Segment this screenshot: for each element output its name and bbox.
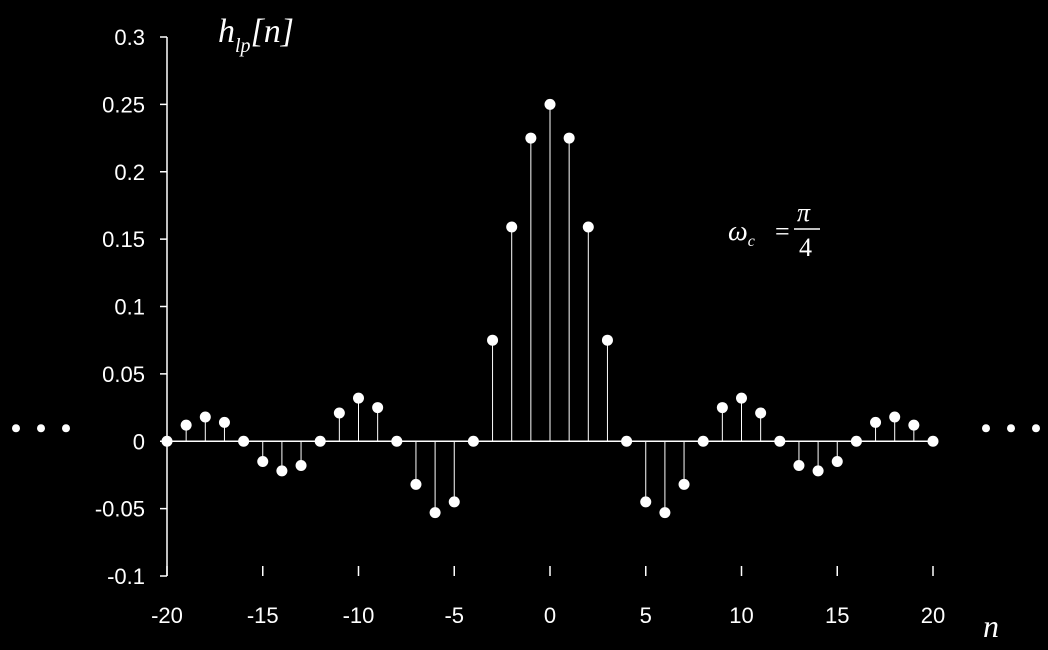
y-tick-label: 0.3 xyxy=(114,25,145,50)
x-tick-label: 0 xyxy=(544,603,556,628)
x-tick-label: 20 xyxy=(921,603,945,628)
stem-marker xyxy=(276,465,288,477)
stem-marker xyxy=(563,132,575,144)
x-tick-label: -15 xyxy=(247,603,279,628)
stem-marker xyxy=(391,435,403,447)
svg-text:=: = xyxy=(775,217,790,246)
stem-marker xyxy=(238,435,250,447)
x-tick-label: 5 xyxy=(640,603,652,628)
stem-marker xyxy=(889,411,901,423)
stem-marker xyxy=(353,392,364,404)
continuation-dot xyxy=(1032,424,1040,433)
stem-marker xyxy=(601,334,613,346)
stem-marker xyxy=(257,455,269,467)
continuation-dot xyxy=(12,424,20,433)
svg-text:π: π xyxy=(797,198,811,227)
x-tick-label: -20 xyxy=(151,603,183,628)
stem-marker xyxy=(659,507,671,519)
stem-marker xyxy=(372,402,384,414)
stem-marker xyxy=(218,416,230,428)
svg-text:4: 4 xyxy=(799,233,812,262)
stem-marker xyxy=(755,407,767,419)
stem-marker xyxy=(870,416,882,428)
stem-marker xyxy=(812,465,824,477)
stem-marker xyxy=(467,435,479,447)
y-tick-label: 0 xyxy=(133,429,145,454)
stem-marker xyxy=(640,496,652,508)
y-tick-label: 0.1 xyxy=(114,295,145,320)
stem-marker xyxy=(716,402,728,414)
cutoff-annotation: ωc = π 4 xyxy=(728,198,820,262)
stem-marker xyxy=(831,455,843,467)
stem-marker xyxy=(525,132,537,144)
stem-marker xyxy=(793,460,805,472)
stem-marker xyxy=(582,221,594,233)
x-axis-label: n xyxy=(983,608,999,644)
stem-marker xyxy=(295,460,307,472)
stem-marker xyxy=(850,435,862,447)
stem-marker xyxy=(410,478,422,490)
stem-marker xyxy=(927,435,939,447)
svg-text:ωc: ωc xyxy=(728,216,755,250)
stem-marker xyxy=(487,334,499,346)
x-tick-label: 10 xyxy=(729,603,753,628)
continuation-dot xyxy=(982,424,990,433)
x-tick-label: 15 xyxy=(825,603,849,628)
stem-marker xyxy=(621,435,633,447)
stem-marker xyxy=(774,435,786,447)
y-tick-label: 0.25 xyxy=(102,92,145,117)
continuation-dot xyxy=(62,424,70,433)
stem-marker xyxy=(429,507,441,519)
y-axis-label: hlp[n] xyxy=(218,13,294,57)
stem-marker xyxy=(544,98,556,110)
stem-marker xyxy=(199,411,211,423)
stem-marker xyxy=(678,478,690,490)
stem-marker xyxy=(180,419,192,431)
x-tick-label: -5 xyxy=(444,603,464,628)
continuation-dot xyxy=(37,424,45,433)
y-tick-label: 0.2 xyxy=(114,160,145,185)
stem-marker xyxy=(161,435,173,447)
x-tick-label: -10 xyxy=(343,603,375,628)
stem-marker xyxy=(314,435,326,447)
stem-marker xyxy=(506,221,518,233)
stem-marker xyxy=(333,407,345,419)
stem-marker xyxy=(697,435,709,447)
stem-marker xyxy=(736,392,747,404)
y-tick-label: -0.05 xyxy=(95,497,145,522)
y-tick-label: -0.1 xyxy=(107,564,145,589)
stem-marker xyxy=(448,496,460,508)
stem-marker xyxy=(908,419,920,431)
y-tick-label: 0.05 xyxy=(102,362,145,387)
y-tick-label: 0.15 xyxy=(102,227,145,252)
continuation-dot xyxy=(1007,424,1015,433)
